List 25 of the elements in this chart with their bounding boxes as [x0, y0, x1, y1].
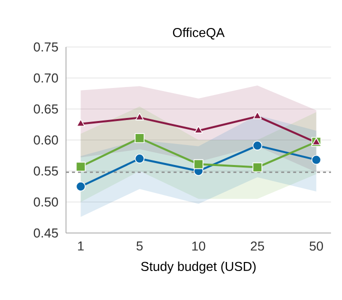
y-tick-label: 0.65 [34, 104, 58, 114]
y-tick-label: 0.50 [34, 197, 58, 207]
x-tick-label: 25 [250, 242, 264, 251]
point [252, 140, 262, 150]
x-tick-label: 10 [192, 242, 206, 251]
point [76, 182, 86, 192]
y-tick-label: 0.75 [34, 42, 58, 52]
chart-title: OfficeQA [172, 28, 225, 40]
point [134, 133, 144, 144]
y-tick-label: 0.55 [34, 166, 58, 176]
point [135, 112, 144, 120]
x-tick-label: 50 [310, 242, 323, 251]
point [194, 126, 203, 134]
point [76, 162, 86, 172]
point [252, 162, 262, 172]
x-tick-label: 5 [136, 242, 143, 251]
point [194, 159, 204, 170]
y-tick-label: 0.70 [34, 73, 58, 83]
point [311, 154, 322, 165]
x-tick-label: 1 [78, 242, 84, 250]
x-axis-title: Study budget (USD) [141, 261, 256, 274]
y-tick-label: 0.45 [34, 228, 58, 238]
point [253, 112, 262, 120]
y-tick-label: 0.60 [34, 135, 58, 145]
point [134, 154, 144, 164]
